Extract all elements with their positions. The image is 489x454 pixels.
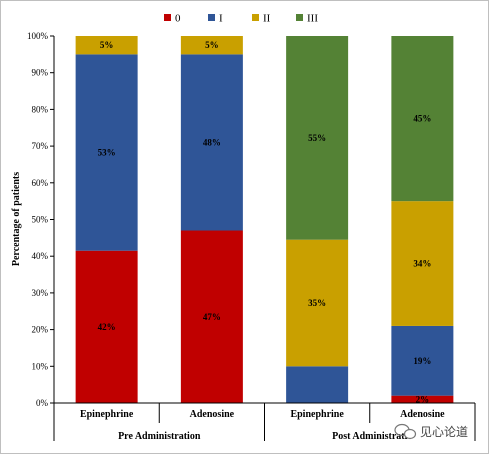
y-tick-label: 70% — [32, 141, 49, 151]
data-label: 45% — [413, 114, 431, 124]
x-tick-label: Adenosine — [190, 409, 235, 420]
watermark-text: 见心论道 — [420, 425, 468, 439]
bar-segment-3-0 — [391, 395, 454, 403]
legend-swatch — [208, 14, 215, 21]
bar-segment-2-2 — [286, 239, 349, 367]
data-label: 48% — [203, 137, 221, 147]
group-label: Pre Administration — [118, 431, 201, 442]
watermark: 见心论道 — [394, 423, 468, 440]
legend-label: 0 — [175, 13, 181, 25]
y-tick-label: 80% — [32, 104, 49, 114]
y-tick-label: 0% — [36, 398, 49, 408]
bar-segment-2-3 — [286, 36, 349, 240]
y-tick-label: 50% — [32, 215, 49, 225]
bar-segment-3-1 — [391, 325, 454, 396]
bar-segment-0-2 — [75, 36, 138, 55]
bar-segment-2-1 — [286, 366, 349, 403]
x-axis: Epinephrine Adenosine Epinephrine Adenosine… — [53, 402, 476, 442]
y-tick-label: 10% — [32, 361, 49, 371]
y-tick-label: 30% — [32, 288, 49, 298]
legend-swatch — [164, 14, 171, 21]
bar-segment-1-1 — [180, 54, 243, 231]
bars: 42%53%5%47%48%5%0%35%55%2%19%34%45% — [75, 36, 454, 404]
legend-label: III — [307, 13, 318, 25]
legend: 0 I II III — [164, 13, 318, 25]
data-label: 55% — [308, 133, 326, 143]
legend-label: II — [263, 13, 271, 25]
x-tick-label: Adenosine — [400, 409, 445, 420]
legend-label: I — [219, 13, 223, 25]
bar-segment-1-2 — [180, 36, 243, 55]
legend-swatch — [296, 14, 303, 21]
x-tick-label: Epinephrine — [290, 409, 344, 420]
group-label: Post Administrati — [332, 431, 408, 442]
bar-segment-3-2 — [391, 201, 454, 326]
legend-swatch — [252, 14, 259, 21]
x-tick-label: Epinephrine — [80, 409, 134, 420]
y-tick-label: 90% — [32, 68, 49, 78]
wechat-icon — [394, 423, 417, 440]
y-axis: 0% 10% 20% 30% 40% 50% 60% 70% 80% 90% 100% — [27, 31, 55, 408]
bar-segment-1-0 — [180, 230, 243, 403]
data-label: 42% — [98, 322, 116, 332]
y-tick-label: 20% — [32, 325, 49, 335]
bar-segment-3-3 — [391, 36, 454, 202]
bar-segment-0-1 — [75, 54, 138, 251]
data-label: 47% — [203, 312, 221, 322]
y-tick-label: 60% — [32, 178, 49, 188]
y-tick-label: 40% — [32, 251, 49, 261]
data-label: 34% — [413, 259, 431, 269]
data-label: 19% — [413, 356, 431, 366]
y-tick-label: 100% — [27, 31, 49, 41]
data-label: 2% — [416, 394, 430, 404]
data-label: 35% — [308, 298, 326, 308]
bar-segment-0-0 — [75, 250, 138, 403]
data-label: 53% — [98, 148, 116, 158]
data-label: 5% — [100, 40, 114, 50]
data-label: 5% — [205, 40, 219, 50]
y-axis-title: Percentage of patients — [11, 172, 22, 266]
